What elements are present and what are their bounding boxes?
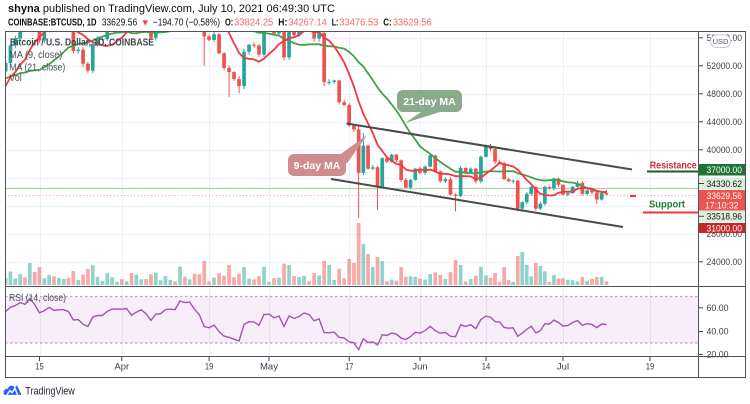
svg-text:19: 19 (646, 361, 655, 372)
svg-text:44000.00: 44000.00 (707, 117, 743, 128)
svg-text:−194.70 (−0.58%): −194.70 (−0.58%) (153, 18, 220, 29)
svg-text:37000.00: 37000.00 (707, 165, 743, 176)
svg-text:33629.56: 33629.56 (707, 191, 743, 202)
svg-text:33476.53: 33476.53 (339, 18, 378, 29)
svg-text:H:: H: (278, 18, 287, 29)
svg-text:Bitcoin / U.S. Dollar, 1D, COI: Bitcoin / U.S. Dollar, 1D, COINBASE (10, 37, 154, 49)
svg-text:17:10:32: 17:10:32 (705, 201, 739, 212)
svg-text:33824.25: 33824.25 (234, 18, 274, 29)
svg-text:May: May (260, 361, 278, 372)
svg-text:Apr: Apr (114, 361, 129, 372)
svg-text:60.00: 60.00 (707, 303, 729, 314)
svg-text:14: 14 (482, 361, 491, 372)
svg-text:TradingView: TradingView (25, 385, 75, 397)
svg-text:33629.56: 33629.56 (393, 18, 432, 29)
svg-text:31000.00: 31000.00 (707, 223, 743, 234)
svg-text:O:: O: (225, 18, 233, 29)
svg-text:MA (21, close): MA (21, close) (9, 63, 65, 74)
svg-text:20.00: 20.00 (707, 350, 729, 361)
svg-text:52000.00: 52000.00 (707, 61, 743, 72)
svg-text:15: 15 (35, 361, 44, 372)
svg-text:40000.00: 40000.00 (707, 145, 743, 156)
svg-text:Vol: Vol (9, 73, 21, 84)
svg-text:shyna published on TradingView: shyna published on TradingView.com, July… (8, 3, 335, 15)
svg-text:Support: Support (649, 199, 685, 211)
svg-text:Jul: Jul (557, 361, 569, 372)
svg-text:24000.00: 24000.00 (707, 257, 743, 268)
svg-text:40.00: 40.00 (707, 327, 729, 338)
svg-text:17: 17 (345, 361, 354, 372)
svg-text:19: 19 (205, 361, 214, 372)
svg-text:9-day MA: 9-day MA (294, 160, 341, 172)
svg-text:USD: USD (713, 37, 729, 46)
svg-text:33518.96: 33518.96 (707, 212, 743, 223)
svg-text:C:: C: (383, 18, 391, 29)
svg-text:COINBASE:BTCUSD, 1D: COINBASE:BTCUSD, 1D (8, 18, 97, 29)
svg-text:28000.00: 28000.00 (707, 229, 743, 240)
svg-text:34267.14: 34267.14 (288, 18, 327, 29)
svg-text:33629.56: 33629.56 (102, 18, 138, 29)
svg-text:▼: ▼ (141, 17, 150, 27)
svg-text:MA (9, close): MA (9, close) (9, 50, 62, 61)
svg-text:Jun: Jun (412, 361, 427, 372)
svg-text:L:: L: (332, 18, 339, 29)
svg-text:34330.62: 34330.62 (707, 179, 743, 190)
svg-text:21-day MA: 21-day MA (403, 96, 456, 108)
svg-text:48000.00: 48000.00 (707, 89, 743, 100)
svg-text:RSI (14, close): RSI (14, close) (9, 293, 66, 304)
svg-text:Resistance: Resistance (650, 160, 697, 172)
